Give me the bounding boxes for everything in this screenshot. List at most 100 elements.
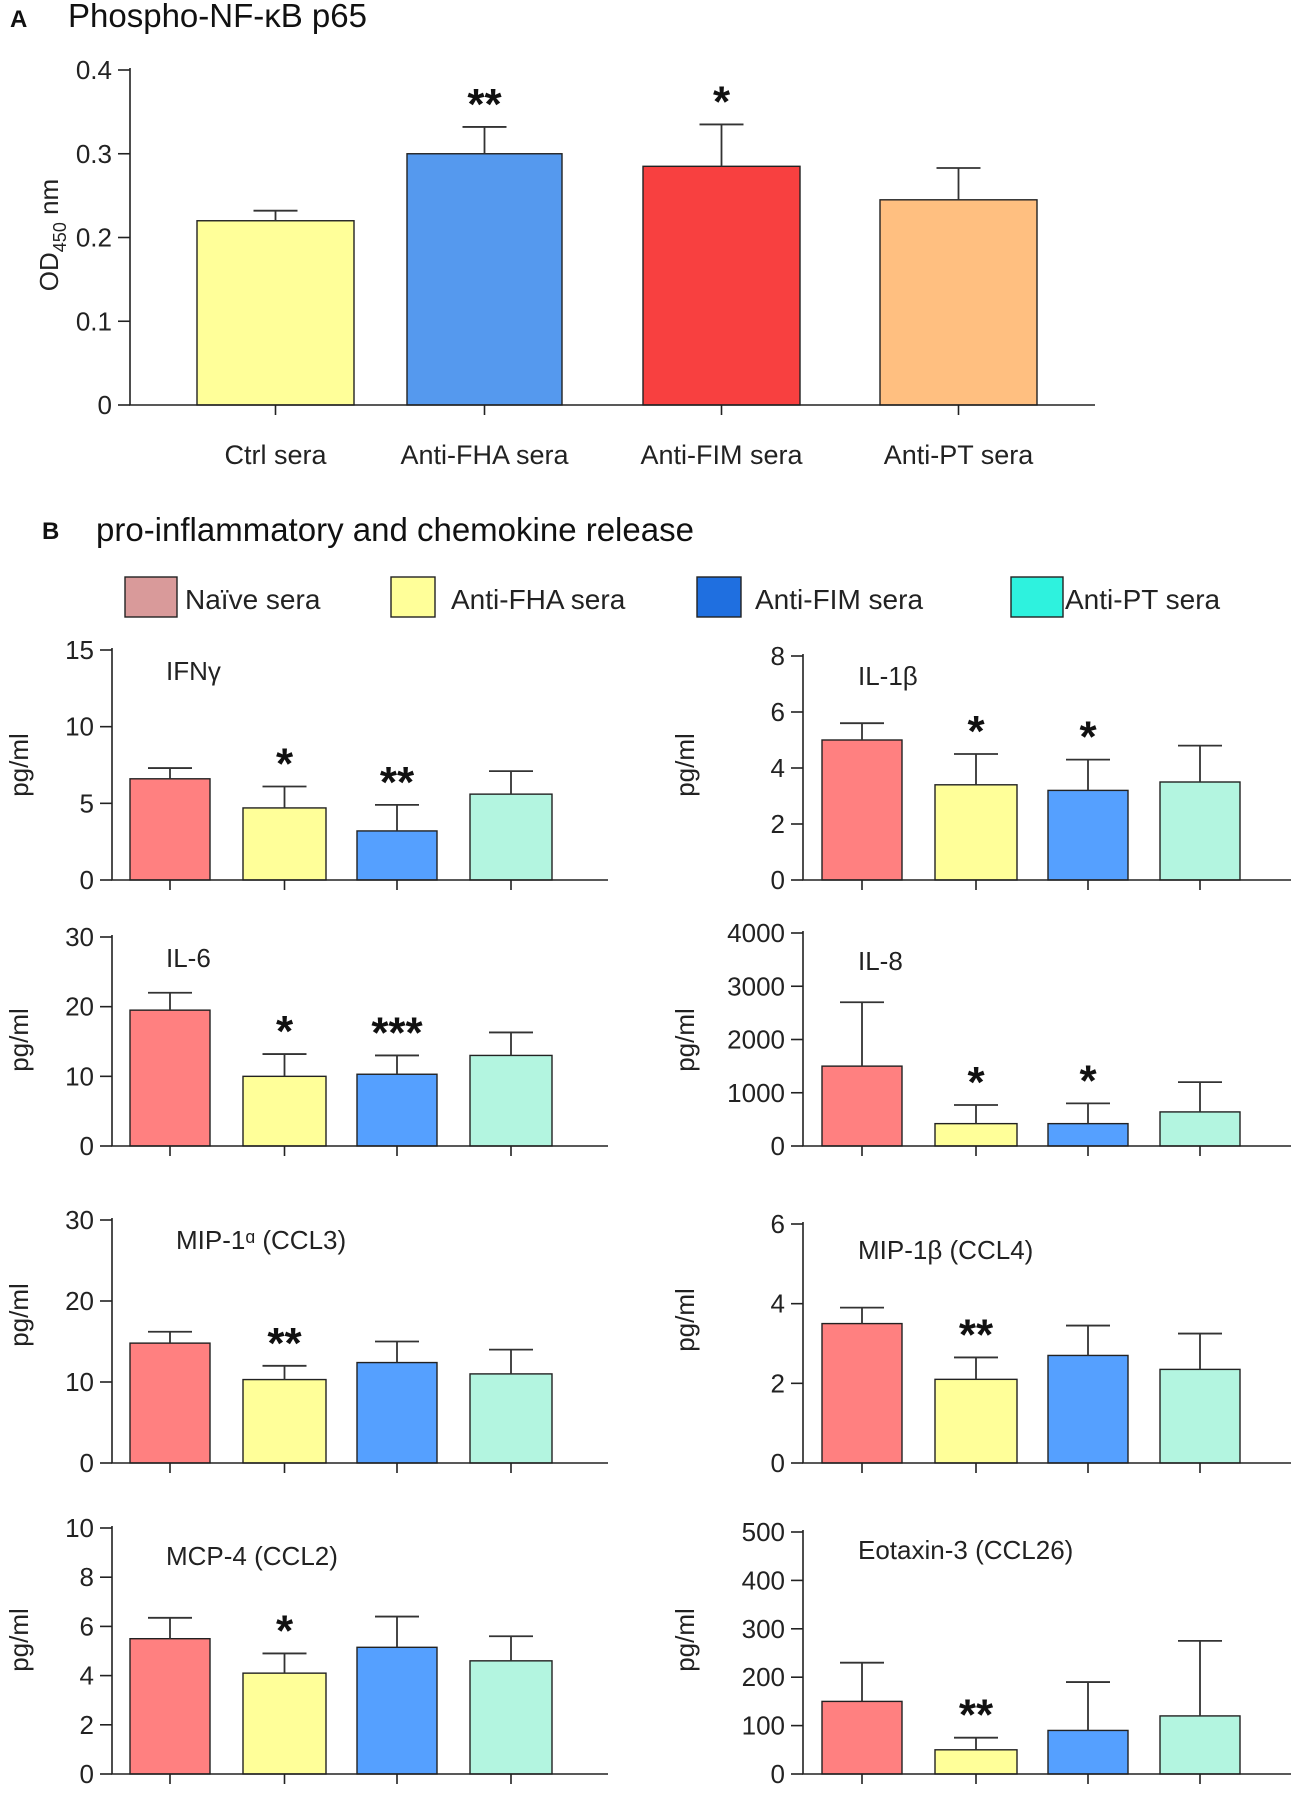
il1b-error-bar-4 <box>1178 744 1222 782</box>
il6-error-bar-2 <box>262 1053 307 1077</box>
mip1b-error-bar-3 <box>1066 1324 1110 1356</box>
il8-ylabel: pg/ml <box>670 1008 700 1072</box>
mip1a-bar-1 <box>129 1342 211 1464</box>
chart-il8: * * 0 1000 2000 3000 4000 pg/ml IL-8 <box>670 918 1291 1161</box>
eotaxin3-ytick-label-1: 100 <box>742 1711 785 1741</box>
nfkb-bar-1 <box>196 220 355 406</box>
mcp4-ytick-label-0: 0 <box>80 1759 94 1789</box>
il8-significance-3: * <box>1079 1056 1097 1105</box>
il6-ylabel: pg/ml <box>4 1008 34 1072</box>
eotaxin3-error-bar-1 <box>840 1661 884 1702</box>
il6-error-bar-3 <box>375 1054 419 1075</box>
mip1a-ytick-label-1: 10 <box>65 1367 94 1397</box>
nfkb-ytick-label-2: 0.2 <box>76 223 112 253</box>
mcp4-ytick-label-2: 4 <box>80 1661 94 1691</box>
nfkb-error-bar-2 <box>462 126 507 154</box>
mip1b-title: MIP-1β (CCL4) <box>858 1235 1033 1265</box>
eotaxin3-bar-3 <box>1047 1729 1129 1775</box>
mcp4-bar-3 <box>356 1646 438 1775</box>
ifng-ylabel: pg/ml <box>4 733 34 797</box>
legend: Naïve sera Anti-FHA sera Anti-FIM sera A… <box>124 576 1221 618</box>
mip1b-error-bar-1 <box>840 1306 884 1324</box>
mip1a-error-bar-4 <box>489 1348 533 1374</box>
panel-b-title: pro-inflammatory and chemokine release <box>96 511 694 548</box>
il8-ytick-label-1: 1000 <box>727 1078 785 1108</box>
mcp4-ytick-label-1: 2 <box>80 1710 94 1740</box>
legend-swatch-naive <box>124 576 178 618</box>
eotaxin3-ytick-label-5: 500 <box>742 1517 785 1547</box>
mip1b-significance-2: ** <box>959 1310 994 1359</box>
mip1a-ylabel: pg/ml <box>4 1283 34 1347</box>
mcp4-ytick-label-3: 6 <box>80 1611 94 1641</box>
eotaxin3-bar-1 <box>821 1700 903 1775</box>
il8-ytick-label-0: 0 <box>771 1131 785 1161</box>
eotaxin3-significance-2: ** <box>959 1691 994 1740</box>
il8-error-bar-4 <box>1178 1081 1222 1112</box>
il8-bar-2 <box>934 1122 1018 1147</box>
mip1a-ytick-label-3: 30 <box>65 1205 94 1235</box>
mip1a-significance-2: ** <box>267 1319 302 1368</box>
eotaxin3-bar-2 <box>934 1749 1018 1775</box>
il1b-error-bar-2 <box>954 753 998 785</box>
ifng-bar-2 <box>242 807 327 881</box>
eotaxin3-bar-4 <box>1159 1715 1241 1775</box>
mip1a-ytick-label-0: 0 <box>80 1448 94 1478</box>
chart-eotaxin3: ** 0 100 200 300 400 500 pg/ml Eotaxin-3 (CCL26) <box>670 1517 1291 1789</box>
mip1b-ytick-label-1: 2 <box>771 1368 785 1398</box>
legend-label-anti-pt: Anti-PT sera <box>1065 584 1221 615</box>
mip1a-error-bar-3 <box>375 1340 419 1363</box>
nfkb-error-bar-3 <box>699 123 744 167</box>
ifng-ytick-label-2: 10 <box>65 712 94 742</box>
il6-ytick-label-1: 10 <box>65 1061 94 1091</box>
mip1b-bar-1 <box>821 1322 903 1464</box>
ifng-significance-2: * <box>276 739 294 788</box>
ifng-bar-3 <box>356 830 438 881</box>
il6-bar-3 <box>356 1073 438 1147</box>
il1b-bar-4 <box>1159 781 1241 881</box>
il6-bar-4 <box>469 1054 553 1147</box>
ifng-error-bar-1 <box>148 767 192 779</box>
il8-error-bar-2 <box>954 1104 998 1124</box>
il1b-significance-2: * <box>967 707 985 756</box>
ifng-ytick-label-0: 0 <box>80 865 94 895</box>
chart-mip1b: ** 0 2 4 6 pg/ml MIP-1β (CCL4) <box>670 1209 1291 1478</box>
nfkb-bar-2 <box>406 153 563 406</box>
il6-significance-2: * <box>276 1007 294 1056</box>
il6-bar-1 <box>129 1009 211 1147</box>
il1b-significance-3: * <box>1079 713 1097 762</box>
eotaxin3-ylabel: pg/ml <box>670 1608 700 1672</box>
mcp4-error-bar-1 <box>148 1616 192 1639</box>
il8-ytick-label-4: 4000 <box>727 918 785 948</box>
ifng-error-bar-2 <box>262 785 307 808</box>
il8-error-bar-1 <box>840 1001 884 1067</box>
nfkb-category-label-1: Ctrl sera <box>224 440 327 470</box>
il8-bar-4 <box>1159 1111 1241 1147</box>
nfkb-significance-2: ** <box>467 80 502 129</box>
legend-label-naive: Naïve sera <box>185 584 321 615</box>
nfkb-category-label-3: Anti-FIM sera <box>640 440 803 470</box>
eotaxin3-ytick-label-4: 400 <box>742 1565 785 1595</box>
il6-error-bar-1 <box>148 991 192 1011</box>
eotaxin3-error-bar-4 <box>1178 1640 1222 1716</box>
mcp4-error-bar-4 <box>489 1635 533 1661</box>
mip1a-bar-4 <box>469 1373 553 1464</box>
mcp4-ytick-label-4: 8 <box>80 1562 94 1592</box>
mcp4-bar-4 <box>469 1660 553 1775</box>
mip1b-ytick-label-0: 0 <box>771 1448 785 1478</box>
mcp4-error-bar-2 <box>262 1652 307 1674</box>
eotaxin3-ytick-label-3: 300 <box>742 1614 785 1644</box>
nfkb-significance-3: * <box>713 77 731 126</box>
legend-swatch-anti-fim <box>696 576 742 618</box>
nfkb-ylabel: OD450 nm <box>34 179 70 291</box>
eotaxin3-ytick-label-0: 0 <box>771 1759 785 1789</box>
mip1a-bar-2 <box>242 1378 327 1464</box>
il1b-bar-2 <box>934 784 1018 881</box>
nfkb-category-label-4: Anti-PT sera <box>884 440 1035 470</box>
eotaxin3-ytick-label-2: 200 <box>742 1662 785 1692</box>
eotaxin3-title: Eotaxin-3 (CCL26) <box>858 1535 1073 1565</box>
mip1b-ylabel: pg/ml <box>670 1288 700 1352</box>
ifng-error-bar-4 <box>489 770 533 795</box>
il6-title: IL-6 <box>166 943 211 973</box>
